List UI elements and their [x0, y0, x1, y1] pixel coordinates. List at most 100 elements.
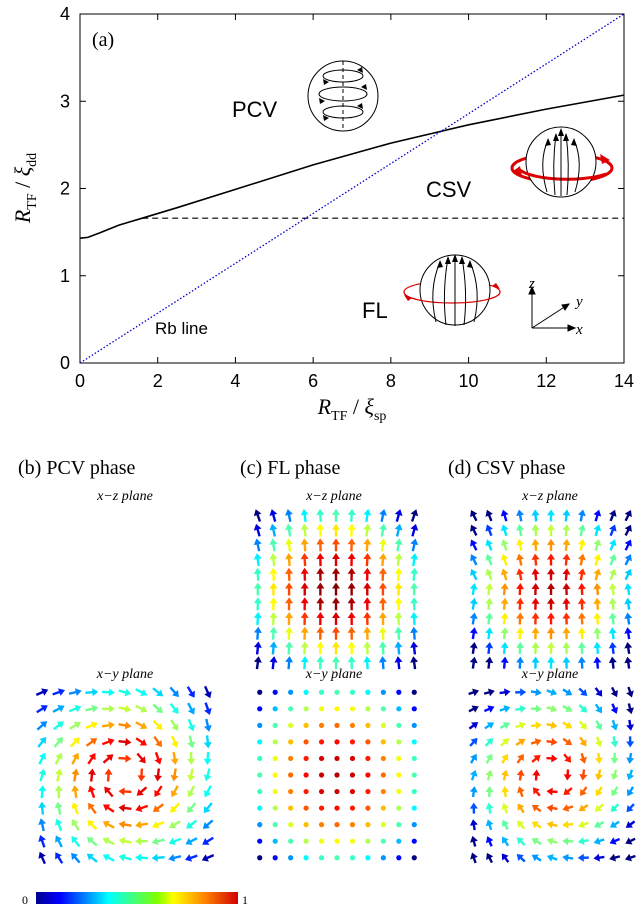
- field-arrow: [118, 688, 132, 697]
- field-arrow: [332, 538, 340, 552]
- field-dot: [318, 722, 325, 728]
- field-arrow: [485, 553, 493, 566]
- field-dot: [365, 722, 371, 728]
- field-dot: [303, 822, 309, 828]
- field-arrow: [547, 627, 555, 640]
- x-tick-label: 8: [386, 371, 396, 391]
- svg-text:RTF / ξsp: RTF / ξsp: [317, 394, 387, 424]
- field-dot: [349, 772, 356, 778]
- field-arrow: [300, 567, 309, 581]
- field-arrow: [608, 627, 617, 640]
- field-dot: [380, 722, 386, 728]
- field-dot: [411, 689, 417, 695]
- fl-sphere-icon: [403, 254, 501, 326]
- field-dot: [334, 689, 340, 695]
- field-arrow: [285, 611, 294, 625]
- x-tick-label: 6: [308, 371, 318, 391]
- field-arrow: [562, 721, 573, 729]
- pcv-xy-vector-field: [35, 685, 215, 865]
- field-arrow: [38, 818, 47, 832]
- field-arrow: [562, 737, 573, 746]
- field-dot: [365, 772, 371, 778]
- field-arrow: [316, 508, 325, 522]
- field-arrow: [500, 656, 509, 669]
- field-dot: [334, 722, 340, 728]
- field-arrow: [593, 656, 602, 669]
- field-arrow: [185, 854, 198, 862]
- field-arrow: [594, 752, 603, 764]
- field-arrow: [594, 687, 603, 697]
- field-arrow: [547, 597, 555, 610]
- field-arrow: [71, 819, 80, 831]
- field-dot: [288, 805, 294, 811]
- field-arrow: [469, 786, 478, 798]
- field-arrow: [610, 803, 620, 813]
- field-arrow: [347, 611, 356, 625]
- field-arrow: [410, 553, 419, 567]
- field-dot: [349, 805, 356, 811]
- field-dot: [257, 855, 263, 861]
- field-arrow: [578, 804, 589, 812]
- z-axis-letter: z: [528, 276, 535, 292]
- field-arrow: [577, 538, 586, 551]
- field-dot: [272, 788, 278, 795]
- field-arrow: [469, 627, 478, 640]
- field-arrow: [285, 597, 294, 611]
- field-arrow: [547, 583, 555, 595]
- field-dot: [257, 755, 263, 762]
- field-arrow: [516, 568, 525, 581]
- field-arrow: [485, 641, 494, 655]
- field-arrow: [71, 852, 81, 864]
- field-arrow: [485, 583, 494, 596]
- field-arrow: [469, 769, 478, 781]
- field-arrow: [516, 524, 525, 537]
- y-tick-label: 2: [60, 179, 70, 199]
- field-arrow: [363, 597, 372, 611]
- fl-xy-vector-field: [257, 689, 417, 861]
- field-dot: [396, 855, 402, 861]
- field-arrow: [69, 721, 81, 730]
- field-dot: [318, 755, 325, 762]
- field-arrow: [363, 523, 372, 537]
- field-arrow: [593, 641, 602, 654]
- field-arrow: [118, 804, 132, 813]
- field-arrow: [500, 738, 510, 747]
- field-arrow: [203, 751, 212, 765]
- field-arrow: [627, 786, 635, 797]
- field-arrow: [626, 769, 635, 781]
- field-arrow: [626, 736, 635, 748]
- field-arrow: [501, 769, 509, 781]
- field-dot: [272, 838, 278, 844]
- field-arrow: [347, 641, 356, 655]
- field-arrow: [186, 686, 195, 698]
- field-arrow: [152, 687, 164, 697]
- field-arrow: [624, 509, 632, 522]
- field-arrow: [577, 583, 586, 596]
- field-arrow: [187, 702, 195, 715]
- field-dot: [365, 822, 371, 828]
- field-arrow: [626, 752, 635, 764]
- field-arrow: [378, 611, 387, 625]
- field-arrow: [104, 768, 113, 782]
- field-arrow: [102, 837, 115, 846]
- field-arrow: [332, 582, 340, 596]
- field-arrow: [135, 721, 148, 730]
- field-arrow: [316, 597, 325, 611]
- field-arrow: [500, 627, 509, 640]
- field-dot: [288, 822, 294, 828]
- field-arrow: [137, 768, 146, 782]
- field-dot: [349, 739, 356, 745]
- field-arrow: [624, 612, 633, 625]
- field-arrow: [37, 736, 47, 748]
- panel-b-title: (b) PCV phase: [18, 457, 136, 479]
- field-arrow: [593, 612, 602, 625]
- field-dot: [380, 689, 386, 695]
- field-arrow: [394, 611, 403, 626]
- field-arrow: [300, 523, 309, 537]
- field-arrow: [470, 509, 478, 522]
- field-arrow: [378, 553, 387, 567]
- field-arrow: [609, 539, 617, 551]
- field-arrow: [332, 626, 340, 640]
- field-arrow: [516, 837, 526, 846]
